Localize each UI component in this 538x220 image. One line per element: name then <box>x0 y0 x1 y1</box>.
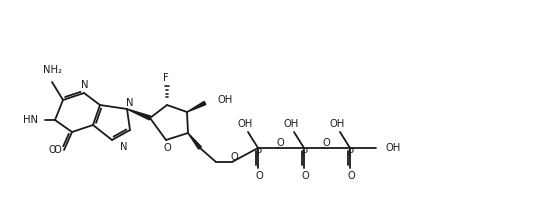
Text: OH: OH <box>237 119 253 129</box>
Text: NH₂: NH₂ <box>43 65 61 75</box>
Polygon shape <box>188 133 201 149</box>
Text: OH: OH <box>217 95 232 105</box>
Text: O: O <box>255 171 263 181</box>
Text: OH: OH <box>329 119 345 129</box>
Polygon shape <box>127 109 151 120</box>
Text: OH: OH <box>284 119 299 129</box>
Text: F: F <box>163 73 169 83</box>
Text: O: O <box>48 145 56 155</box>
Text: P: P <box>256 148 262 158</box>
Text: O: O <box>230 152 238 162</box>
Text: P: P <box>302 148 308 158</box>
Text: O: O <box>53 145 61 155</box>
Polygon shape <box>187 101 206 112</box>
Text: N: N <box>126 98 134 108</box>
Text: OH: OH <box>386 143 401 153</box>
Text: P: P <box>348 148 354 158</box>
Text: O: O <box>322 138 330 148</box>
Text: HN: HN <box>23 115 38 125</box>
Text: N: N <box>120 142 128 152</box>
Text: O: O <box>163 143 171 153</box>
Text: O: O <box>301 171 309 181</box>
Text: O: O <box>347 171 355 181</box>
Text: N: N <box>81 80 89 90</box>
Text: O: O <box>276 138 284 148</box>
